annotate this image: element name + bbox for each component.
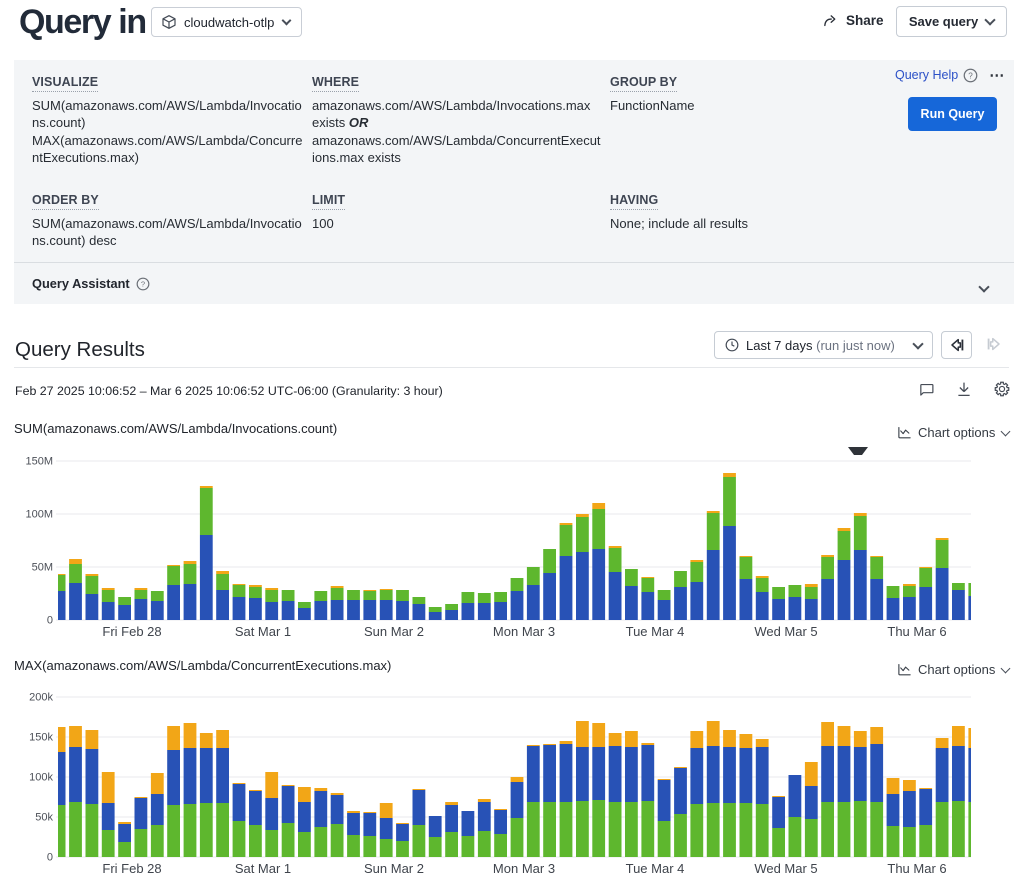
svg-text:Sun Mar 2: Sun Mar 2 <box>364 624 424 639</box>
svg-text:?: ? <box>141 279 145 288</box>
svg-text:0: 0 <box>47 852 53 864</box>
svg-text:Sat Mar 1: Sat Mar 1 <box>235 861 291 876</box>
svg-text:Mon Mar 3: Mon Mar 3 <box>493 624 555 639</box>
svg-text:Tue Mar 4: Tue Mar 4 <box>626 861 685 876</box>
svg-text:Wed Mar 5: Wed Mar 5 <box>754 861 817 876</box>
svg-text:150k: 150k <box>29 732 53 744</box>
svg-text:Wed Mar 5: Wed Mar 5 <box>754 624 817 639</box>
svg-text:Fri Feb 28: Fri Feb 28 <box>102 861 161 876</box>
svg-text:100M: 100M <box>25 509 53 521</box>
svg-text:?: ? <box>968 71 973 80</box>
svg-text:Sat Mar 1: Sat Mar 1 <box>235 624 291 639</box>
svg-text:150M: 150M <box>25 456 53 468</box>
svg-text:Thu Mar 6: Thu Mar 6 <box>887 861 946 876</box>
svg-text:200k: 200k <box>29 692 53 704</box>
svg-text:50M: 50M <box>32 562 53 574</box>
svg-text:0: 0 <box>47 615 53 627</box>
svg-text:Fri Feb 28: Fri Feb 28 <box>102 624 161 639</box>
svg-text:Tue Mar 4: Tue Mar 4 <box>626 624 685 639</box>
svg-text:Sun Mar 2: Sun Mar 2 <box>364 861 424 876</box>
svg-text:Mon Mar 3: Mon Mar 3 <box>493 861 555 876</box>
svg-text:50k: 50k <box>35 812 53 824</box>
svg-text:100k: 100k <box>29 772 53 784</box>
svg-text:Thu Mar 6: Thu Mar 6 <box>887 624 946 639</box>
